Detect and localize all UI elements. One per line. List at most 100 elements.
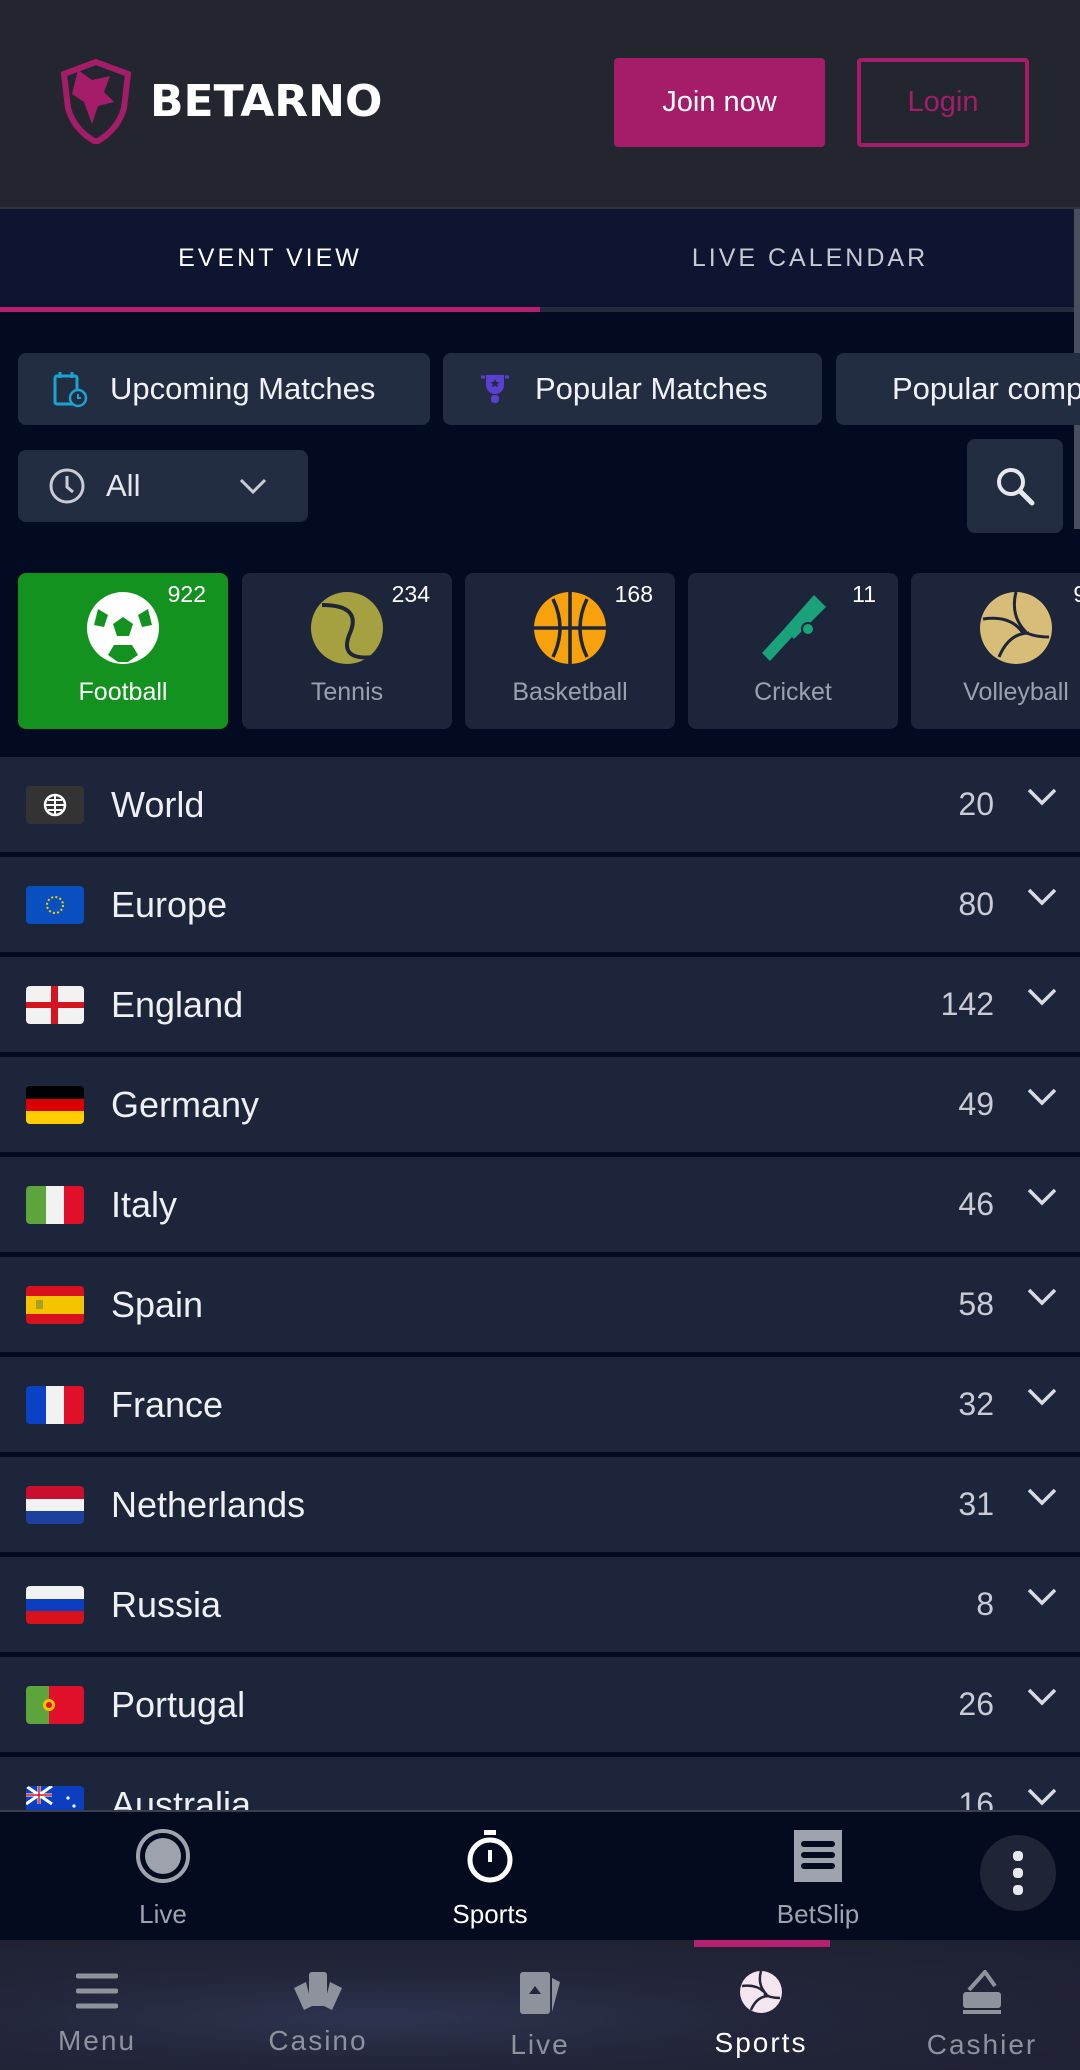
england-flag-icon: [26, 986, 84, 1024]
calendar-clock-icon: [53, 372, 88, 408]
chevron-down-icon[interactable]: [1026, 1087, 1058, 1107]
sport-count: 922: [167, 581, 206, 607]
join-now-button[interactable]: Join now: [614, 58, 825, 147]
chevron-down-icon[interactable]: [1026, 1487, 1058, 1507]
chevron-down-icon[interactable]: [1026, 1787, 1058, 1807]
italy-flag-icon: [26, 1186, 84, 1224]
trophy-icon: [481, 375, 509, 403]
active-nav-indicator: [694, 1940, 830, 1947]
sport-tile-volleyball[interactable]: 90 Volleyball: [911, 573, 1080, 729]
region-name: France: [111, 1383, 224, 1425]
region-row-world[interactable]: World 20: [0, 757, 1080, 852]
subnav-label: Sports: [452, 1899, 528, 1929]
region-row-italy[interactable]: Italy 46: [0, 1157, 1080, 1252]
header: BETARNO Join now Login: [0, 0, 1080, 209]
region-row-europe[interactable]: Europe 80: [0, 857, 1080, 952]
nav-live[interactable]: Live: [450, 1970, 630, 2061]
region-row-germany[interactable]: Germany 49: [0, 1057, 1080, 1152]
chip-popular-competitions[interactable]: Popular competitions: [836, 353, 1080, 425]
portugal-flag-icon: [26, 1686, 84, 1724]
sport-tile-basketball[interactable]: 168 Basketball: [465, 573, 675, 729]
region-count: 20: [958, 786, 994, 822]
chevron-down-icon[interactable]: [1026, 1287, 1058, 1307]
region-row-spain[interactable]: Spain 58: [0, 1257, 1080, 1352]
chip-label: Upcoming Matches: [110, 371, 376, 406]
nav-casino[interactable]: Casino: [228, 1970, 408, 2057]
region-count: 46: [958, 1186, 994, 1222]
nav-menu[interactable]: Menu: [7, 1970, 187, 2057]
playing-cards-icon: [520, 1972, 560, 2014]
tennis-icon: [311, 592, 383, 664]
clock-icon: [49, 468, 85, 504]
region-row-england[interactable]: England 142: [0, 957, 1080, 1052]
germany-flag-icon: [26, 1086, 84, 1124]
world-flag-icon: [26, 786, 84, 824]
more-options-button[interactable]: [980, 1835, 1056, 1911]
chevron-down-icon[interactable]: [1026, 1187, 1058, 1207]
sport-count: 11: [852, 581, 876, 607]
sport-tile-tennis[interactable]: 234 Tennis: [242, 573, 452, 729]
russia-flag-icon: [26, 1586, 84, 1624]
chevron-down-icon[interactable]: [1026, 887, 1058, 907]
region-name: Netherlands: [111, 1483, 306, 1525]
chevron-down-icon[interactable]: [1026, 1687, 1058, 1707]
search-icon: [997, 468, 1035, 506]
volleyball-icon: [740, 1970, 782, 2013]
region-row-russia[interactable]: Russia 8: [0, 1557, 1080, 1652]
nav-label: Casino: [268, 2025, 368, 2056]
chevron-down-icon[interactable]: [1026, 1587, 1058, 1607]
region-count: 26: [958, 1686, 994, 1722]
nav-sports[interactable]: Sports: [671, 1970, 851, 2059]
active-tab-indicator: [0, 307, 540, 312]
region-count: 8: [976, 1586, 994, 1622]
subnav-sports[interactable]: Sports: [410, 1828, 570, 1930]
region-count: 31: [958, 1486, 994, 1522]
time-filter-dropdown[interactable]: All: [18, 450, 308, 522]
chip-popular-matches[interactable]: Popular Matches: [443, 353, 822, 425]
chevron-down-icon[interactable]: [1026, 987, 1058, 1007]
region-name: Spain: [111, 1283, 204, 1325]
nav-cashier[interactable]: Cashier: [892, 1968, 1072, 2061]
sport-label: Basketball: [512, 678, 628, 706]
sport-label: Volleyball: [963, 678, 1069, 706]
betslip-receipt-icon: [794, 1830, 842, 1882]
nav-label: Live: [510, 2029, 570, 2060]
chevron-down-icon: [239, 478, 267, 495]
chevron-down-icon[interactable]: [1026, 787, 1058, 807]
chip-upcoming-matches[interactable]: Upcoming Matches: [18, 353, 430, 425]
sport-label: Tennis: [310, 678, 384, 706]
view-tabs: EVENT VIEW LIVE CALENDAR: [0, 209, 1080, 312]
region-name: England: [111, 983, 244, 1025]
subnav-live[interactable]: Live: [83, 1828, 243, 1930]
region-count: 32: [958, 1386, 994, 1422]
brand-name[interactable]: BETARNO: [150, 76, 383, 127]
sport-tile-cricket[interactable]: 11 Cricket: [688, 573, 898, 729]
login-button[interactable]: Login: [857, 58, 1029, 147]
nav-label: Menu: [57, 2025, 137, 2056]
region-name: World: [111, 783, 205, 825]
chip-label: Popular competitions: [892, 371, 1080, 406]
region-name: Portugal: [111, 1683, 246, 1725]
sport-count: 168: [614, 581, 653, 607]
tab-live-calendar[interactable]: LIVE CALENDAR: [691, 243, 929, 272]
subnav-label: BetSlip: [776, 1899, 860, 1929]
casino-cards-icon: [294, 1972, 342, 2010]
region-row-netherlands[interactable]: Netherlands 31: [0, 1457, 1080, 1552]
region-count: 142: [940, 986, 994, 1022]
football-icon: [87, 592, 159, 664]
chevron-down-icon[interactable]: [1026, 1387, 1058, 1407]
filter-value: All: [106, 468, 141, 503]
sport-tile-football[interactable]: 922 Football: [18, 573, 228, 729]
subnav-betslip[interactable]: BetSlip: [738, 1828, 898, 1930]
region-count: 49: [958, 1086, 994, 1122]
europe-flag-icon: [26, 886, 84, 924]
sport-label: Cricket: [754, 678, 832, 706]
region-row-portugal[interactable]: Portugal 26: [0, 1657, 1080, 1752]
search-button[interactable]: [967, 439, 1063, 533]
region-row-france[interactable]: France 32: [0, 1357, 1080, 1452]
betarno-logo-icon: [60, 58, 132, 144]
sport-label: Football: [78, 678, 168, 706]
stopwatch-icon: [467, 1830, 513, 1883]
tab-event-view[interactable]: EVENT VIEW: [178, 243, 362, 272]
subnav-label: Live: [139, 1899, 187, 1929]
